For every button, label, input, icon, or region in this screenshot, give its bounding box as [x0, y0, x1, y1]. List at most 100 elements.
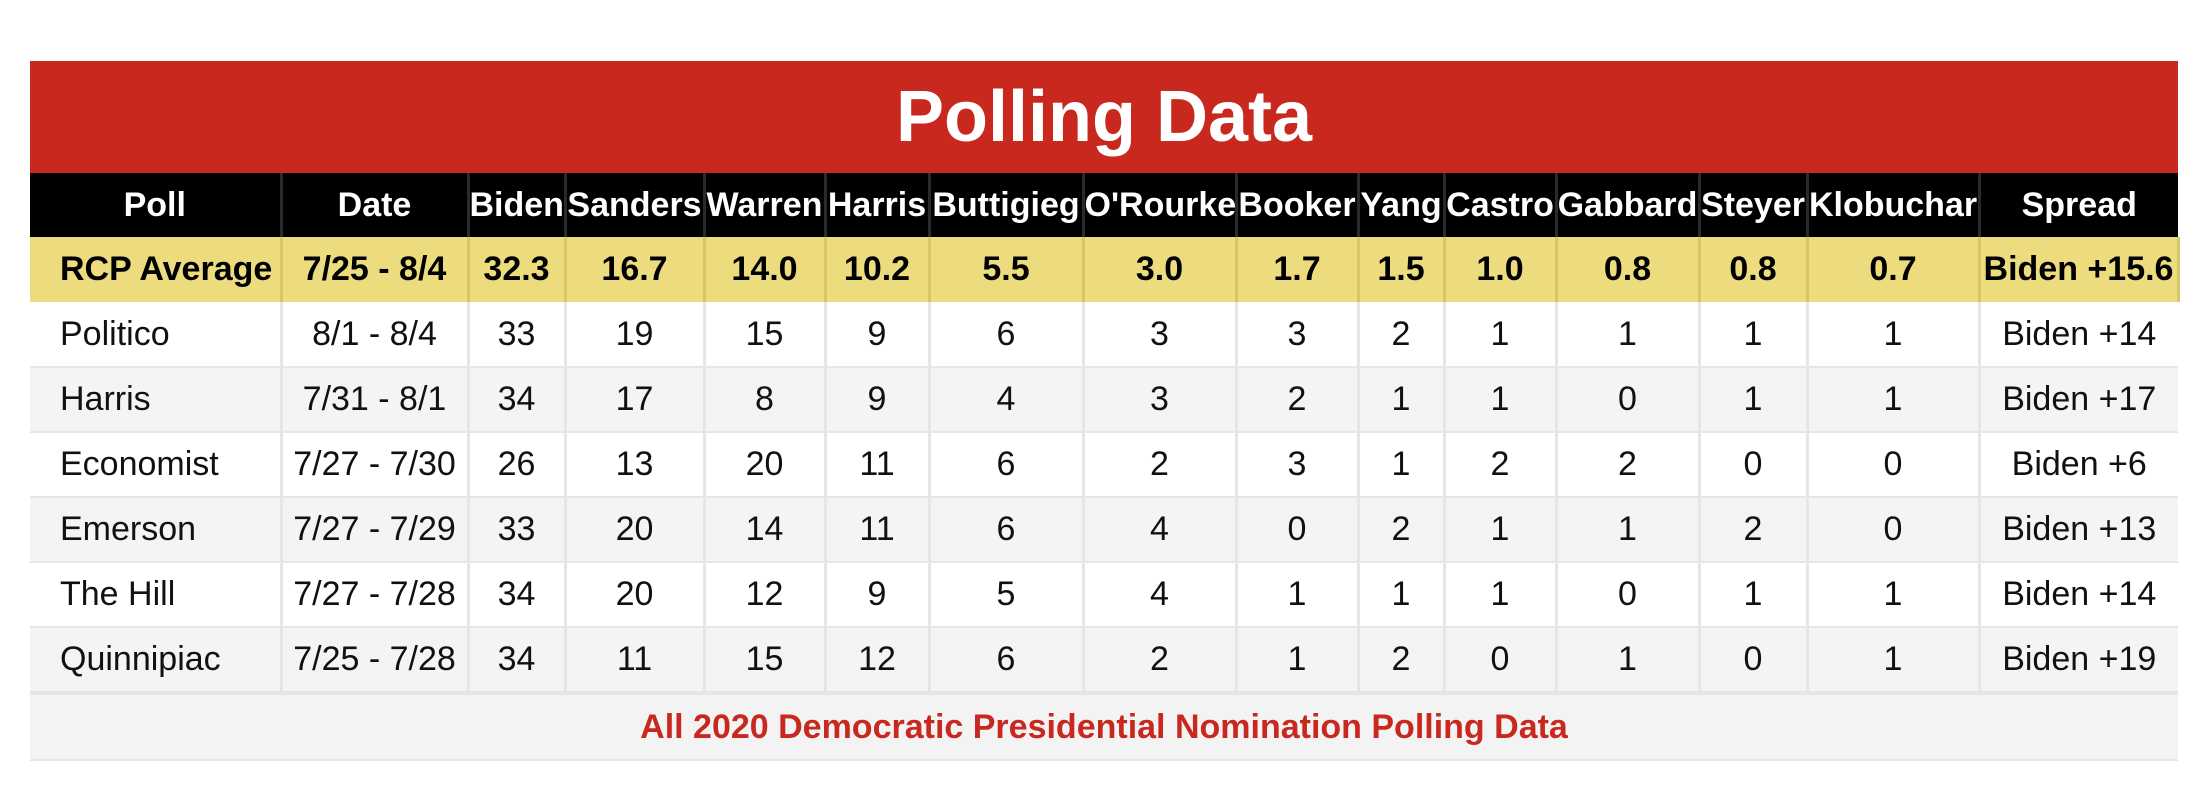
table-cell: 17 — [565, 367, 706, 433]
column-header: Buttigieg — [929, 173, 1085, 237]
column-header: Yang — [1358, 173, 1446, 237]
table-cell: 3 — [1236, 432, 1360, 498]
table-cell: 11 — [825, 432, 931, 498]
column-header: Sanders — [565, 173, 706, 237]
table-cell: 7/31 - 8/1 — [281, 367, 470, 433]
table-cell: 9 — [825, 302, 931, 368]
table-cell: 2 — [1083, 627, 1238, 693]
poll-name-link[interactable]: Emerson — [30, 497, 283, 563]
table-cell: 15 — [704, 627, 827, 693]
table-cell: 1 — [1236, 627, 1360, 693]
all-polling-data-link[interactable]: All 2020 Democratic Presidential Nominat… — [30, 693, 2178, 761]
table-cell: 2 — [1699, 497, 1809, 563]
table-title: Polling Data — [30, 61, 2178, 173]
table-cell: 0.8 — [1699, 237, 1809, 302]
table-cell: 1 — [1699, 302, 1809, 368]
column-header: Booker — [1236, 173, 1360, 237]
table-cell: 0 — [1807, 497, 1981, 563]
table-cell: 16.7 — [565, 237, 706, 302]
table-row: Economist 7/27 - 7/30 26 13 20 11 6 2 3 1 2 2 0 0 Bide… — [30, 432, 2178, 498]
table-cell: 32.3 — [468, 237, 567, 302]
table-cell: Biden +13 — [1979, 497, 2178, 563]
column-header: Steyer — [1699, 173, 1809, 237]
table-cell: 19 — [565, 302, 706, 368]
poll-name-link[interactable]: The Hill — [30, 562, 283, 628]
table-cell: 1 — [1358, 562, 1446, 628]
table-cell: Biden +6 — [1979, 432, 2178, 498]
table-cell: 1 — [1699, 367, 1809, 433]
table-cell: 1 — [1444, 302, 1558, 368]
table-cell: 0 — [1236, 497, 1360, 563]
table-cell: 10.2 — [825, 237, 931, 302]
table-cell: 20 — [565, 497, 706, 563]
table-cell: 3 — [1236, 302, 1360, 368]
table-cell: 7/27 - 7/30 — [281, 432, 470, 498]
table-cell: 4 — [929, 367, 1085, 433]
table-cell: 12 — [825, 627, 931, 693]
table-cell: 1 — [1444, 367, 1558, 433]
table-cell: 1 — [1556, 627, 1701, 693]
table-cell: 3 — [1083, 367, 1238, 433]
table-cell: 2 — [1358, 627, 1446, 693]
table-cell: 2 — [1358, 497, 1446, 563]
poll-name-link[interactable]: Harris — [30, 367, 283, 433]
table-cell: 1 — [1807, 627, 1981, 693]
table-cell: Biden +14 — [1979, 562, 2178, 628]
rcp-average-row: RCP Average 7/25 - 8/4 32.3 16.7 14.0 10.2 5.5… — [30, 237, 2180, 302]
table-cell: 6 — [929, 497, 1085, 563]
table-cell: 6 — [929, 627, 1085, 693]
table-cell: 1 — [1807, 302, 1981, 368]
table-row: Politico 8/1 - 8/4 33 19 15 9 6 3 3 2 1 1 1 1 Biden +1… — [30, 302, 2178, 368]
column-header: Gabbard — [1556, 173, 1701, 237]
table-cell: 0.7 — [1807, 237, 1981, 302]
column-header: Spread — [1979, 173, 2178, 237]
table-cell: 1 — [1444, 497, 1558, 563]
column-header: Warren — [704, 173, 827, 237]
table-row: Quinnipiac 7/25 - 7/28 34 11 15 12 6 2 1 2 0 1 0 1 Bid… — [30, 627, 2178, 693]
poll-name-link[interactable]: Quinnipiac — [30, 627, 283, 693]
table-cell: 1.5 — [1358, 237, 1446, 302]
table-cell: 6 — [929, 432, 1085, 498]
table-cell: 7/27 - 7/29 — [281, 497, 470, 563]
table-cell: 0 — [1444, 627, 1558, 693]
table-cell: 34 — [468, 562, 567, 628]
table-cell: 26 — [468, 432, 567, 498]
table-cell: 11 — [825, 497, 931, 563]
table-row: Harris 7/31 - 8/1 34 17 8 9 4 3 2 1 1 0 1 1 Biden +17 — [30, 367, 2178, 433]
table-cell: 1 — [1807, 562, 1981, 628]
table-cell: 1 — [1807, 367, 1981, 433]
table-cell: 0 — [1699, 432, 1809, 498]
table-cell: 2 — [1083, 432, 1238, 498]
polling-table-widget: Polling Data Poll Date Biden Sanders Warren H… — [30, 61, 2180, 761]
table-cell: 12 — [704, 562, 827, 628]
table-cell: 11 — [565, 627, 706, 693]
table-cell: Biden +19 — [1979, 627, 2178, 693]
table-cell: 1 — [1699, 562, 1809, 628]
table-cell: 2 — [1556, 432, 1701, 498]
table-cell: 15 — [704, 302, 827, 368]
table-cell: 1 — [1236, 562, 1360, 628]
table-cell: 3.0 — [1083, 237, 1238, 302]
column-header: Biden — [468, 173, 567, 237]
poll-name-link[interactable]: Economist — [30, 432, 283, 498]
table-cell: 2 — [1444, 432, 1558, 498]
table-cell: 34 — [468, 367, 567, 433]
column-header: Poll — [30, 173, 283, 237]
table-cell: 20 — [565, 562, 706, 628]
table-cell: 14 — [704, 497, 827, 563]
column-header: Harris — [825, 173, 931, 237]
poll-name-link[interactable]: Politico — [30, 302, 283, 368]
table-cell: 1 — [1358, 432, 1446, 498]
column-header: Date — [281, 173, 470, 237]
table-cell: 5 — [929, 562, 1085, 628]
table-cell: 4 — [1083, 497, 1238, 563]
table-cell: 33 — [468, 302, 567, 368]
table-cell: Biden +17 — [1979, 367, 2178, 433]
table-cell: 3 — [1083, 302, 1238, 368]
table-cell: Biden +15.6 — [1979, 237, 2180, 302]
table-cell: 1.7 — [1236, 237, 1360, 302]
table-cell: 4 — [1083, 562, 1238, 628]
table-cell: 5.5 — [929, 237, 1085, 302]
table-cell: 7/27 - 7/28 — [281, 562, 470, 628]
table-cell: 9 — [825, 562, 931, 628]
